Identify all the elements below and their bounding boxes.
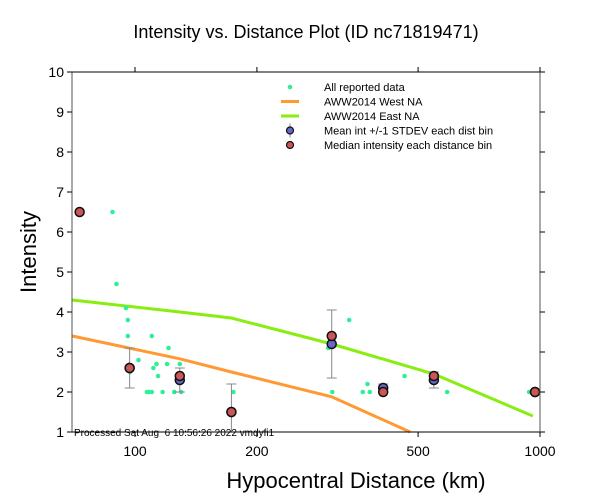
reported-data-point <box>346 317 352 323</box>
legend-dot-icon <box>287 84 293 90</box>
legend-mean-icon <box>285 126 295 135</box>
reported-data-point <box>146 389 151 395</box>
legend-label: AWW2014 West NA <box>324 97 423 109</box>
legend-item: All reported data <box>287 82 406 94</box>
east-na-curve <box>72 298 534 418</box>
reported-data-point <box>110 209 115 215</box>
median-intensity-marker <box>74 206 85 218</box>
x-axis-label: Hypocentral Distance (km) <box>226 468 485 493</box>
reported-data-point <box>360 389 366 395</box>
legend-label: AWW2014 East NA <box>324 111 420 123</box>
reported-data-point <box>125 333 131 339</box>
reported-data-point <box>155 373 161 379</box>
reported-data-point <box>402 373 407 379</box>
median-intensity-marker <box>377 386 389 398</box>
reported-data-point <box>329 389 335 395</box>
x-tick-label: 500 <box>406 443 430 459</box>
y-axis-label: Intensity <box>16 211 41 293</box>
reported-data-point <box>123 305 129 311</box>
reported-data-point <box>149 389 155 395</box>
legend-label: All reported data <box>324 82 406 94</box>
median-intensity-marker <box>428 370 440 382</box>
median-intensity-marker <box>124 362 135 374</box>
west-na-curve <box>71 334 411 434</box>
y-tick-label: 8 <box>56 144 64 160</box>
y-tick-label: 2 <box>56 384 64 400</box>
reported-data-point <box>154 361 159 367</box>
x-tick-label: 1000 <box>524 443 555 459</box>
median-intensity-marker <box>529 386 541 398</box>
reported-data-point <box>125 317 131 323</box>
reported-data-point <box>114 281 119 287</box>
y-tick-label: 10 <box>48 64 64 80</box>
legend-item: Mean int +/-1 STDEV each dist bin <box>285 123 493 138</box>
y-tick-label: 4 <box>56 304 64 320</box>
reported-data-point <box>444 389 450 395</box>
reported-data-point <box>171 389 177 395</box>
y-tick-label: 6 <box>56 224 64 240</box>
reported-data-point <box>365 381 370 387</box>
reported-data-point <box>151 365 156 371</box>
median-intensity-marker <box>326 330 337 342</box>
reported-data-point <box>231 389 236 395</box>
reported-data-point <box>166 345 171 351</box>
reported-data-point <box>367 389 373 395</box>
median-intensity-marker <box>174 370 186 382</box>
legend-item: AWW2014 West NA <box>281 97 423 109</box>
reported-data-point <box>149 333 155 339</box>
legend-item: Median intensity each distance bin <box>285 140 492 152</box>
y-tick-label: 9 <box>56 104 64 120</box>
x-tick-label: 200 <box>245 443 269 459</box>
legend-median-icon <box>285 140 295 150</box>
median-intensity-marker <box>226 406 237 418</box>
chart-title: Intensity vs. Distance Plot (ID nc718194… <box>133 22 478 42</box>
processed-footer: Processed Sat Aug 6 10:56:26 2022 vmdyfi… <box>74 428 275 439</box>
y-tick-label: 1 <box>56 424 64 440</box>
legend-label: Median intensity each distance bin <box>324 140 492 152</box>
y-tick-label: 7 <box>56 184 64 200</box>
reported-data-point <box>164 361 170 367</box>
x-tick-label: 100 <box>123 443 147 459</box>
reported-data-point <box>177 361 183 367</box>
reported-data-point <box>136 357 141 363</box>
y-tick-label: 5 <box>56 264 64 280</box>
legend-item: AWW2014 East NA <box>281 111 420 123</box>
reported-data-point <box>160 389 165 395</box>
legend: All reported data AWW2014 West NA AWW2014 … <box>281 82 493 152</box>
legend-label: Mean int +/-1 STDEV each dist bin <box>324 126 493 138</box>
y-tick-label: 3 <box>56 344 64 360</box>
